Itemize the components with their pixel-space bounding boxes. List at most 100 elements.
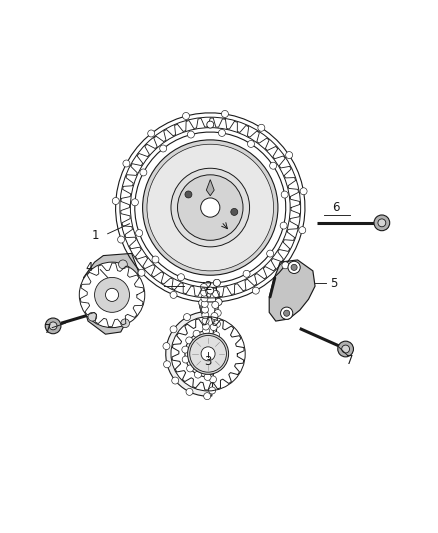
- Circle shape: [288, 261, 300, 273]
- Circle shape: [209, 335, 216, 342]
- Circle shape: [208, 346, 215, 353]
- Circle shape: [199, 302, 206, 309]
- Circle shape: [212, 302, 219, 309]
- Circle shape: [136, 230, 143, 237]
- Circle shape: [338, 341, 353, 357]
- Circle shape: [214, 310, 221, 317]
- Circle shape: [258, 124, 265, 131]
- Circle shape: [163, 361, 170, 368]
- Circle shape: [187, 365, 194, 372]
- Circle shape: [267, 250, 274, 257]
- Circle shape: [215, 298, 222, 305]
- Circle shape: [252, 287, 259, 294]
- Circle shape: [79, 262, 145, 328]
- Circle shape: [171, 317, 245, 391]
- Polygon shape: [116, 113, 305, 396]
- Circle shape: [112, 198, 119, 205]
- Circle shape: [202, 312, 209, 319]
- Circle shape: [222, 110, 228, 117]
- Circle shape: [199, 300, 206, 306]
- Circle shape: [270, 162, 277, 169]
- Circle shape: [201, 306, 208, 313]
- Circle shape: [219, 130, 226, 136]
- Circle shape: [378, 219, 386, 227]
- Circle shape: [177, 274, 184, 281]
- Text: 4: 4: [85, 261, 92, 274]
- Circle shape: [194, 371, 201, 378]
- Polygon shape: [206, 180, 214, 196]
- Circle shape: [374, 215, 390, 231]
- Circle shape: [212, 290, 219, 297]
- Circle shape: [243, 270, 250, 277]
- Circle shape: [291, 264, 297, 270]
- Text: 2: 2: [204, 280, 211, 293]
- Circle shape: [140, 169, 147, 176]
- Circle shape: [183, 112, 190, 119]
- Circle shape: [170, 292, 177, 298]
- Circle shape: [177, 175, 243, 240]
- Circle shape: [106, 288, 119, 302]
- Circle shape: [215, 298, 222, 305]
- Circle shape: [201, 347, 215, 361]
- Circle shape: [184, 313, 191, 320]
- Circle shape: [200, 304, 207, 311]
- Circle shape: [138, 269, 145, 276]
- Circle shape: [282, 262, 289, 269]
- Circle shape: [170, 326, 177, 333]
- Circle shape: [207, 287, 214, 294]
- Circle shape: [284, 310, 290, 316]
- Circle shape: [200, 303, 207, 310]
- Circle shape: [186, 389, 193, 395]
- Text: 5: 5: [330, 277, 338, 289]
- Circle shape: [45, 318, 61, 334]
- Circle shape: [187, 131, 194, 138]
- Circle shape: [207, 368, 214, 375]
- Circle shape: [211, 354, 218, 361]
- Circle shape: [172, 377, 179, 384]
- Circle shape: [201, 301, 208, 308]
- Circle shape: [210, 365, 217, 372]
- Ellipse shape: [176, 188, 197, 218]
- Circle shape: [204, 374, 211, 381]
- Circle shape: [299, 227, 306, 233]
- Circle shape: [280, 222, 287, 229]
- Circle shape: [281, 307, 293, 319]
- Text: 6: 6: [332, 201, 340, 214]
- Text: 1: 1: [92, 229, 99, 241]
- Circle shape: [163, 343, 170, 350]
- Circle shape: [200, 305, 207, 312]
- Circle shape: [286, 151, 293, 158]
- Circle shape: [185, 191, 192, 198]
- Circle shape: [88, 312, 97, 321]
- Circle shape: [204, 393, 211, 400]
- Circle shape: [148, 130, 155, 137]
- Circle shape: [281, 191, 288, 198]
- Circle shape: [152, 256, 159, 263]
- Circle shape: [212, 343, 219, 350]
- Circle shape: [187, 333, 229, 374]
- Circle shape: [117, 236, 124, 243]
- Circle shape: [213, 279, 220, 286]
- Circle shape: [201, 289, 208, 296]
- Circle shape: [201, 308, 208, 315]
- Circle shape: [208, 387, 215, 394]
- Circle shape: [49, 322, 57, 330]
- Circle shape: [213, 320, 220, 328]
- Circle shape: [201, 198, 220, 217]
- Circle shape: [186, 337, 193, 344]
- Circle shape: [210, 324, 217, 330]
- Circle shape: [203, 327, 209, 334]
- Circle shape: [171, 168, 250, 247]
- Circle shape: [123, 160, 130, 167]
- Circle shape: [160, 145, 167, 152]
- Circle shape: [121, 319, 130, 328]
- Polygon shape: [81, 253, 138, 334]
- Circle shape: [182, 346, 189, 353]
- Circle shape: [143, 140, 278, 275]
- Circle shape: [147, 144, 274, 271]
- Circle shape: [202, 323, 209, 330]
- Circle shape: [202, 318, 209, 325]
- Circle shape: [201, 308, 208, 314]
- Circle shape: [201, 306, 208, 313]
- Circle shape: [182, 356, 189, 363]
